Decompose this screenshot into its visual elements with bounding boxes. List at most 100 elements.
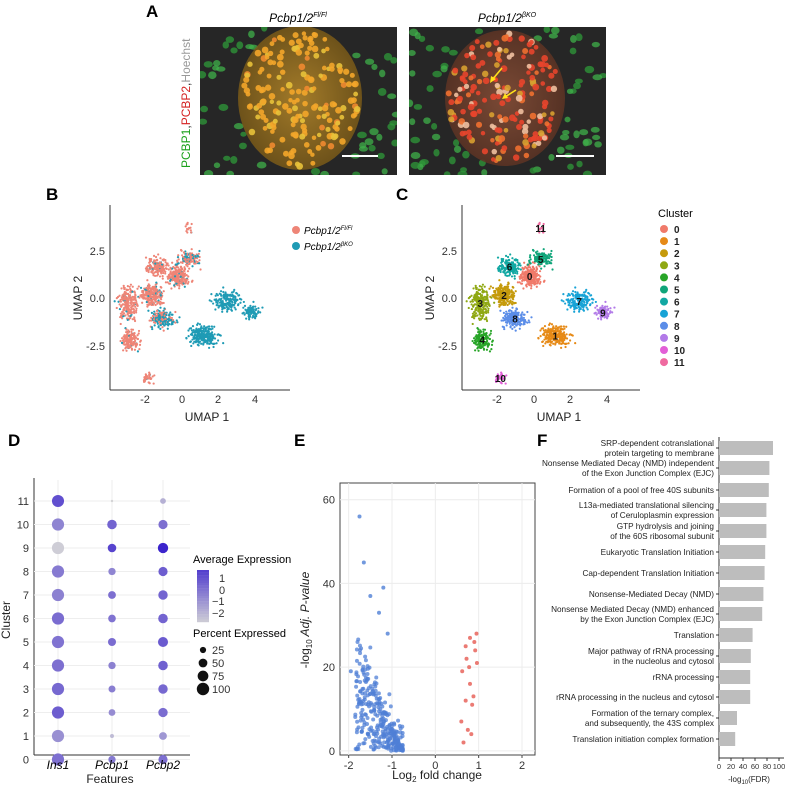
umap-cell-point	[541, 229, 544, 232]
bar-xtick: 40	[739, 762, 747, 771]
nucleus-mark	[247, 61, 253, 67]
umap-cell-point	[487, 311, 490, 314]
volcano-point-down	[375, 713, 380, 718]
umap-cell-point	[150, 319, 153, 322]
umap-cell-point	[520, 322, 523, 326]
pathway-label: Nonsense Mediated Decay (NMD) independen…	[542, 459, 715, 468]
volcano-point-down	[380, 743, 385, 748]
umap-cell-point	[551, 329, 555, 333]
umap-cell-point	[510, 320, 513, 323]
umap-cell-point	[212, 302, 215, 305]
umap-cell-point	[210, 325, 213, 328]
umap-b-ylabel: UMAP 2	[71, 275, 85, 320]
umap-cell-point	[485, 301, 488, 304]
nucleus-mark	[529, 112, 537, 120]
umap-cell-point	[489, 285, 492, 288]
umap-cell-point	[237, 294, 241, 297]
nucleus-mark	[541, 99, 549, 107]
umap-cell-point	[195, 338, 198, 341]
umap-cell-point	[213, 325, 216, 328]
umap-cell-point	[251, 316, 254, 319]
umap-cell-point	[147, 270, 150, 274]
umap-cell-point	[155, 259, 158, 262]
nucleus-mark	[423, 117, 431, 125]
cluster-legend-marker	[660, 273, 668, 282]
umap-cell-point	[129, 297, 132, 300]
umap-cell-point	[548, 328, 551, 331]
umap-cell-point	[158, 320, 161, 323]
nucleus-mark	[519, 78, 526, 86]
umap-cell-point	[502, 296, 506, 299]
bar-xtick: 80	[763, 762, 771, 771]
umap-cell-point	[479, 314, 482, 317]
volcano-point-down	[397, 723, 402, 728]
umap-cell-point	[510, 317, 513, 321]
pathway-bar	[719, 711, 737, 725]
expression-colorbar-segment	[197, 570, 209, 573]
volcano-point-down	[387, 731, 392, 736]
umap-cell-point	[506, 270, 509, 274]
umap-cell-point	[487, 309, 490, 312]
nucleus-mark	[497, 114, 503, 120]
volcano-point-down	[396, 718, 401, 723]
umap-cell-point	[183, 269, 186, 273]
umap-cell-point	[132, 335, 136, 338]
umap-cell-point	[230, 306, 233, 309]
umap-c-ytick: 0.0	[442, 293, 457, 305]
pathway-label: Nonsense Mediated Decay (NMD) enhanced	[551, 605, 714, 614]
umap-cell-point	[516, 261, 519, 264]
umap-cell-point	[536, 260, 539, 263]
nucleus-mark	[335, 120, 341, 126]
volcano-point-up	[464, 656, 469, 661]
nucleus-mark	[489, 123, 495, 129]
umap-cell-point	[118, 307, 122, 311]
umap-cell-point	[501, 291, 504, 294]
umap-cell-point	[556, 329, 559, 332]
expression-colorbar-segment	[197, 611, 209, 615]
umap-cell-point	[591, 301, 594, 304]
umap-cell-point	[200, 342, 203, 345]
pathway-bar	[719, 566, 765, 580]
umap-cell-point	[551, 268, 554, 271]
nucleus-mark	[425, 44, 435, 52]
umap-cell-point	[127, 309, 130, 313]
umap-cell-point	[506, 319, 509, 322]
umap-cell-point	[231, 303, 235, 307]
umap-cell-point	[219, 290, 223, 293]
umap-cell-point	[541, 260, 544, 263]
volcano-point-down	[354, 684, 359, 689]
umap-cell-point	[471, 312, 475, 315]
umap-cell-point	[189, 260, 192, 263]
nucleus-mark	[308, 40, 315, 46]
umap-cell-point	[566, 294, 569, 297]
umap-cell-point	[554, 337, 557, 340]
nucleus-mark	[409, 118, 416, 126]
umap-cell-point	[248, 318, 251, 321]
umap-cell-point	[170, 275, 173, 279]
umap-cell-point	[473, 311, 476, 314]
umap-cell-point	[562, 338, 566, 341]
nucleus-mark	[579, 129, 589, 136]
umap-cell-point	[519, 317, 522, 320]
umap-cell-point	[589, 294, 593, 297]
nucleus-mark	[470, 54, 477, 61]
umap-cell-point	[197, 252, 200, 255]
umap-cell-point	[161, 315, 164, 319]
nucleus-mark	[459, 76, 466, 82]
umap-cell-point	[509, 263, 513, 266]
expression-legend-tick: 0	[219, 585, 225, 597]
nucleus-mark	[548, 116, 554, 122]
pathway-label: Formation of a pool of free 40S subunits	[568, 486, 714, 495]
umap-cell-point	[197, 327, 200, 331]
umap-cell-point	[582, 309, 586, 312]
umap-cell-point	[162, 290, 165, 293]
nucleus-mark	[409, 28, 419, 37]
nucleus-mark	[288, 39, 295, 46]
umap-cell-point	[255, 313, 258, 316]
nucleus-mark	[371, 63, 378, 71]
volcano-point-down	[371, 747, 376, 752]
umap-cell-point	[216, 304, 219, 307]
nucleus-mark	[592, 74, 603, 81]
dotplot-mark	[158, 566, 168, 577]
umap-cell-point	[221, 300, 224, 303]
